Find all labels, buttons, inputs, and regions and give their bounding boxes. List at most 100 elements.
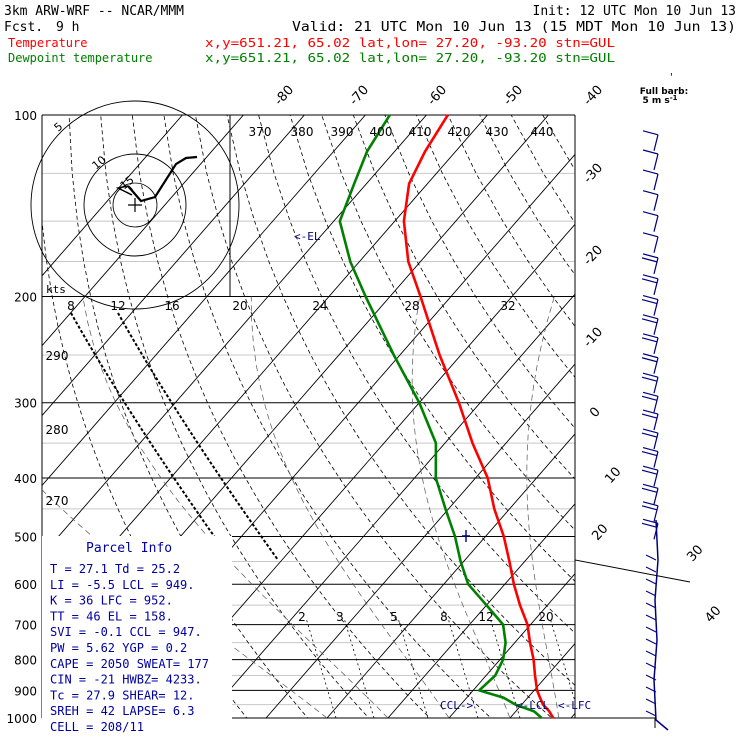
hodograph-origin [128, 198, 142, 212]
parcel-marker [462, 530, 470, 542]
wind-barb [653, 451, 659, 468]
hodograph-speed-curve [70, 312, 232, 561]
series-point [534, 674, 536, 677]
parcel-info-row: CAPE = 2050 SWEAT= 177 [50, 657, 209, 671]
mixing-ratio-line [343, 617, 375, 718]
wind-barb-flag [641, 450, 658, 457]
isotherm-tick-label: -40 [581, 83, 606, 109]
theta-label: 380 [291, 125, 314, 139]
wind-barb-flag [645, 698, 657, 705]
wind-barb [653, 299, 659, 316]
wind-barb-flag [641, 257, 658, 263]
series-point [349, 260, 352, 263]
dry-adiabat [510, 115, 575, 224]
wind-barb [653, 432, 659, 450]
moist-adiabat [526, 296, 560, 718]
wind-barb-flag [642, 294, 659, 301]
dry-adiabat [100, 115, 370, 718]
sounding-profiles [338, 114, 555, 719]
series-point [419, 295, 422, 298]
wind-barb-flag [645, 590, 657, 597]
wind-barb-flag [642, 130, 659, 136]
hodograph-speed-label: 20 [232, 299, 247, 313]
barb-legend-title: Full barb: [640, 87, 688, 97]
barb-legend-mark: ' [670, 72, 673, 83]
wind-barb-flag [641, 522, 658, 528]
mixing-ratio-label: 20 [538, 610, 553, 624]
theta-label: 400 [370, 125, 393, 139]
series-point [435, 442, 437, 444]
isotherm-tick-label: -60 [425, 83, 450, 109]
wind-barb-flag [645, 578, 657, 585]
parcel-info-row: T = 27.1 Td = 25.2 [50, 562, 180, 576]
series-point [459, 560, 462, 563]
wind-barb-flag [641, 395, 658, 401]
wind-barb-flag [642, 274, 659, 280]
series-point [548, 710, 551, 713]
temperature-legend: Temperature [8, 36, 87, 50]
series-point [514, 703, 517, 706]
isotherm-line [42, 115, 183, 277]
pressure-tick-label: 400 [14, 472, 37, 486]
wind-barb-flag [641, 298, 658, 305]
series-point [526, 623, 529, 626]
hodograph-trace [127, 155, 198, 203]
parcel-info-row: SREH = 42 LAPSE= 6.3 [50, 704, 195, 718]
wind-barb-lower [653, 519, 669, 731]
mixing-ratio-label: 5 [390, 610, 398, 624]
valid-time: Valid: 21 UTC Mon 10 Jun 13 (15 MDT Mon … [292, 20, 736, 35]
wind-barb-flag [642, 446, 659, 453]
series-point [444, 508, 447, 510]
pressure-tick-label: 1000 [6, 712, 37, 726]
wind-barb [653, 377, 659, 394]
parcel-info-box: Parcel Info T = 27.1 Td = 25.2 LI = -5.5 … [42, 536, 232, 734]
pressure-tick-label: 500 [14, 530, 37, 544]
dry-adiabat [289, 115, 575, 582]
wind-barb-flag [641, 376, 658, 382]
series-point [502, 658, 504, 661]
theta-label: 430 [486, 125, 509, 139]
moist-adiabat [411, 296, 511, 718]
isotherm-tick-label: 0 [587, 405, 604, 421]
wind-barb-flag [642, 149, 659, 155]
wind-barb-flag [641, 318, 658, 324]
wind-barb-flag [645, 626, 657, 633]
isotherm-line [265, 363, 575, 718]
series-point [364, 295, 367, 298]
isotherm-line [42, 115, 305, 417]
hodograph-ring-label: 5 [52, 120, 66, 134]
parcel-info-row: SVI = -0.1 CCL = 947. [50, 625, 202, 639]
wind-barb [653, 488, 659, 505]
wind-barb [653, 470, 659, 487]
wind-barb-flag [642, 501, 659, 507]
hodograph-ring [83, 153, 187, 257]
parcel-info-title: Parcel Info [86, 541, 172, 556]
wind-barb-flag [641, 337, 658, 343]
theta-label: 440 [531, 125, 554, 139]
isotherm-tick-label: -50 [501, 83, 526, 109]
wind-barb-flag [642, 211, 659, 217]
hodograph-speed-label: 28 [404, 299, 419, 313]
dry-adiabat [352, 115, 575, 480]
series-point [532, 658, 535, 661]
wind-barb-flag [642, 465, 659, 471]
pressure-tick-label: 700 [14, 619, 37, 633]
dewpoint-location: x,y=651.21, 65.02 lat,lon= 27.20, -93.20… [205, 51, 615, 65]
series-point [339, 220, 341, 222]
wind-barb-flag [641, 278, 658, 284]
series-point [539, 696, 541, 699]
dry-adiabat [638, 115, 740, 731]
wind-barb-flag [645, 686, 657, 693]
wind-barb [653, 257, 659, 275]
parcel-info-rows: T = 27.1 Td = 25.2 LI = -5.5 LCL = 949. K … [50, 562, 209, 734]
fcst-value: 9 h [56, 20, 79, 35]
dry-adiabat [669, 115, 740, 731]
isotherm-tick-label: 40 [702, 603, 724, 625]
mixing-ratio-line [305, 617, 337, 718]
wind-barb-flag [642, 314, 659, 320]
ccl-marker: CCL-> [440, 699, 473, 712]
series-point [533, 710, 535, 713]
theta-label: 270 [46, 494, 69, 508]
dry-adiabat [258, 115, 575, 634]
